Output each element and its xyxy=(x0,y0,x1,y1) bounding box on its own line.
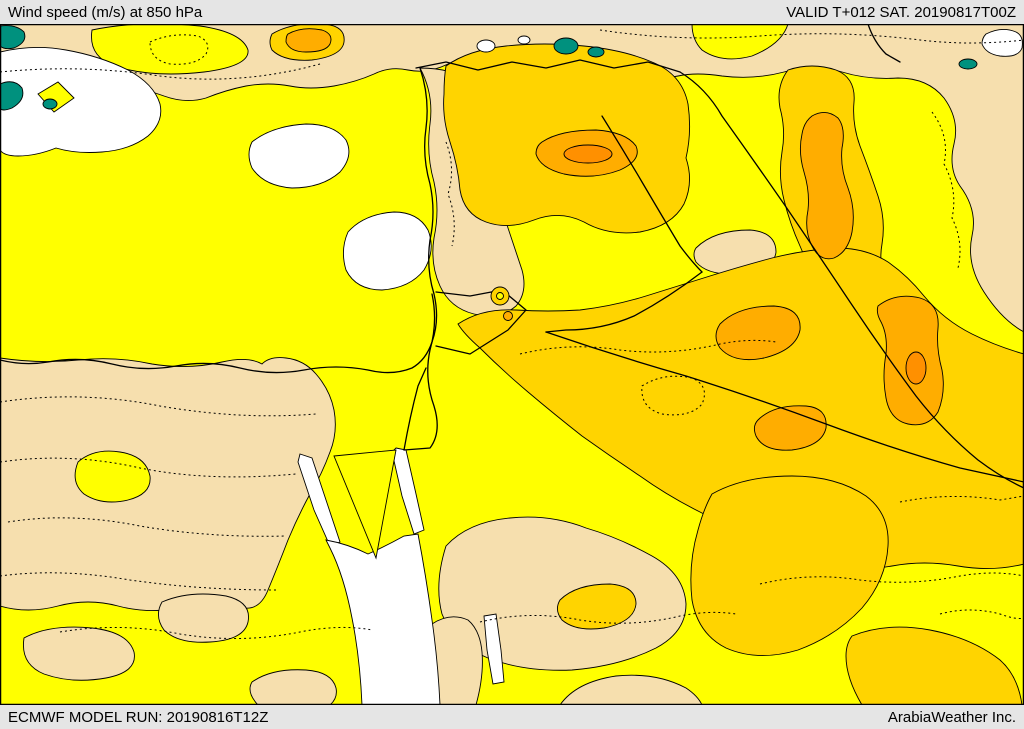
tan-blob-sw3 xyxy=(249,669,337,705)
very-strong-orange-cores xyxy=(285,28,944,451)
tan-blob-sw1 xyxy=(22,626,135,681)
white-sliver-south xyxy=(483,613,505,685)
orange-core-small-north xyxy=(285,28,332,53)
weather-map xyxy=(0,24,1024,705)
extreme-core-niraq xyxy=(563,144,613,164)
calm-white-regions xyxy=(0,29,1023,705)
gold-corner-se xyxy=(845,626,1023,705)
border-egypt-israel xyxy=(403,367,427,451)
wind-contour-canvas xyxy=(0,24,1024,705)
teal-ne-1 xyxy=(958,58,978,70)
border-jordan-zigzag xyxy=(435,289,527,355)
valid-time-label: VALID T+012 SAT. 20190817T00Z xyxy=(786,3,1016,21)
border-iraq-iran xyxy=(679,71,1024,489)
teal-north-1 xyxy=(553,37,579,55)
yellow-inlays xyxy=(74,24,789,503)
white-lake-1 xyxy=(476,39,496,53)
border-syria-iraq xyxy=(601,115,703,273)
brand-label: ArabiaWeather Inc. xyxy=(887,708,1016,726)
gold-southeast-blob xyxy=(690,475,889,656)
white-anatolia-blob xyxy=(248,123,350,189)
red-sea xyxy=(325,533,441,705)
border-saudi-iraq xyxy=(545,331,1024,483)
footer-bar: ECMWF MODEL RUN: 20190816T12Z ArabiaWeat… xyxy=(0,705,1024,729)
jordan-wind-eye xyxy=(490,286,513,321)
black-sea-east xyxy=(0,46,162,157)
yellow-detail-overlays xyxy=(37,81,397,560)
white-cyprus-calm-area xyxy=(343,211,432,291)
tan-central-south-tail xyxy=(559,674,703,705)
yellow-inlay-egypt-oasis xyxy=(74,450,151,503)
map-title: Wind speed (m/s) at 850 hPa xyxy=(8,3,203,21)
border-jordan-valley xyxy=(403,293,438,451)
dotted-contour-lines xyxy=(0,29,1024,640)
yellow-inlay-north-center xyxy=(691,24,789,60)
teal-nw-3 xyxy=(42,98,58,110)
border-turkey-ne xyxy=(867,24,901,63)
gold-central-saudi xyxy=(457,247,1024,570)
border-turkey-syria xyxy=(415,59,681,73)
teal-nw-1 xyxy=(0,25,26,50)
teal-north-2 xyxy=(587,46,605,58)
eye-inner-dot xyxy=(496,292,504,300)
border-iraq-jordan xyxy=(545,271,703,333)
gold-small-south-center xyxy=(557,583,637,630)
coastline-levant-egypt xyxy=(0,67,438,374)
teal-nw-2 xyxy=(0,81,24,111)
orange-core-zagros xyxy=(799,112,854,260)
extreme-wind-cores xyxy=(563,144,927,385)
eye-orange-dot xyxy=(503,311,513,321)
topbar: Wind speed (m/s) at 850 hPa VALID T+012 … xyxy=(0,0,1024,24)
white-ne-corner xyxy=(981,29,1023,57)
model-run-label: ECMWF MODEL RUN: 20190816T12Z xyxy=(8,708,269,726)
country-border-lines xyxy=(0,24,1024,489)
teal-patches xyxy=(0,25,978,111)
white-lake-2 xyxy=(517,35,531,45)
orange-core-central-1 xyxy=(715,305,801,361)
tan-blob-sw2 xyxy=(158,593,249,643)
sinai-peninsula xyxy=(333,449,397,560)
extreme-core-east xyxy=(905,351,927,385)
